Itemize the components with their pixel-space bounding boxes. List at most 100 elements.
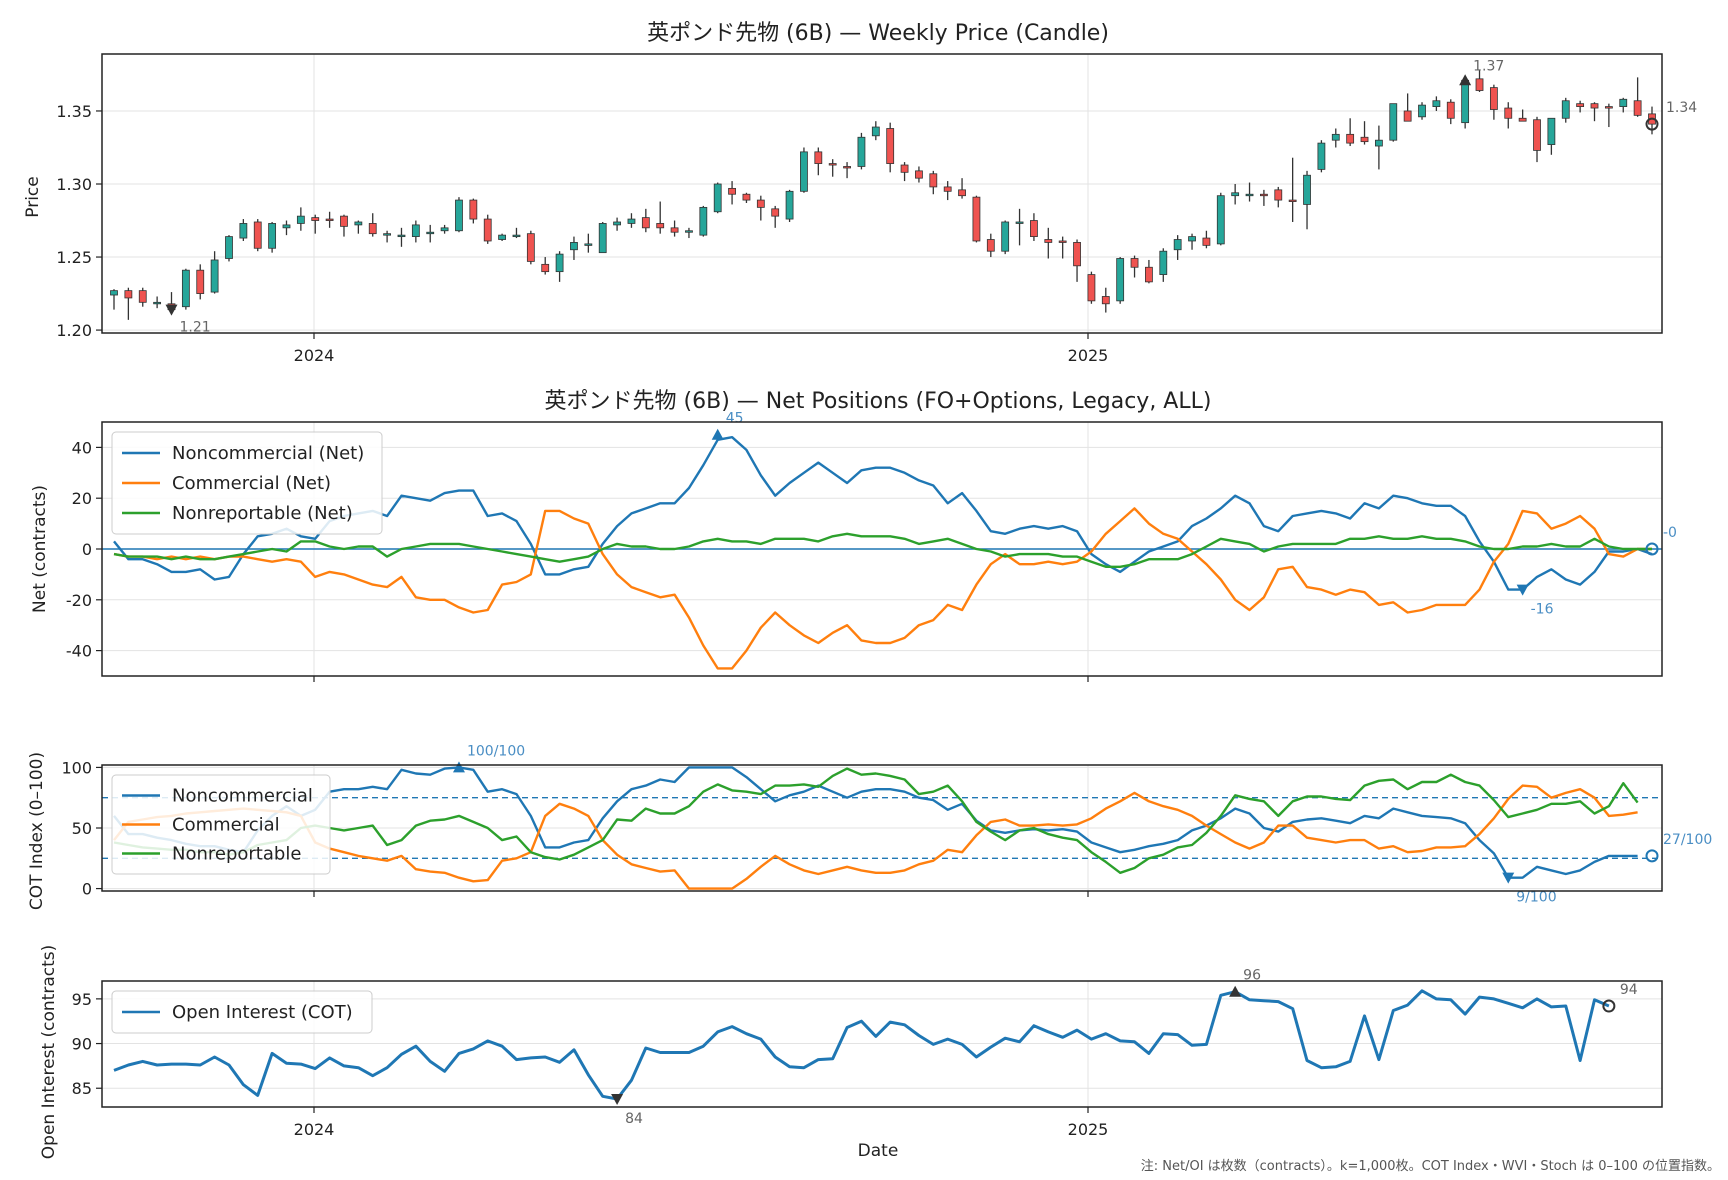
candle-body-up xyxy=(685,230,693,233)
candle-body-up xyxy=(1159,250,1168,275)
price-panel: 英ポンド先物 (6B) — Weekly Price (Candle) Pric… xyxy=(23,21,1697,365)
candle xyxy=(929,170,938,195)
price-y-axis-label: Price xyxy=(23,176,43,217)
candle-body-down xyxy=(1604,106,1613,109)
y-tick-label: 1.25 xyxy=(56,248,92,267)
y-tick-label: 0 xyxy=(82,540,92,559)
oi-legend: Open Interest (COT) xyxy=(111,990,373,1034)
legend-label: Nonreportable (Net) xyxy=(172,503,353,524)
max-marker xyxy=(452,761,465,773)
candle-body-down xyxy=(1073,242,1081,267)
candle xyxy=(814,147,823,176)
price-x-ticks: 2024 2025 xyxy=(294,333,1108,365)
candle xyxy=(900,162,909,182)
candle-body-up xyxy=(1389,103,1398,141)
candle-body-up xyxy=(598,223,607,254)
price-last-label: 1.34 xyxy=(1666,100,1697,116)
candle-body-down xyxy=(1274,189,1283,201)
y-tick-label: 90 xyxy=(72,1035,92,1054)
candle xyxy=(742,192,751,203)
candle-body-down xyxy=(742,193,751,201)
last-marker xyxy=(1645,542,1659,556)
candle-body-up xyxy=(555,253,564,273)
candle xyxy=(311,214,320,234)
candle xyxy=(1475,70,1484,92)
max-label: 45 xyxy=(726,411,744,427)
price-last-marker xyxy=(1645,117,1659,131)
series-line-0 xyxy=(113,766,1638,879)
candle-body-down xyxy=(929,173,938,188)
candle-body-up xyxy=(225,236,233,259)
max-label: 96 xyxy=(1243,968,1261,984)
cot-axes-frame xyxy=(101,764,1663,892)
max-label: 100/100 xyxy=(467,743,525,759)
candle-body-up xyxy=(570,242,578,251)
candle-body-down xyxy=(1044,239,1053,243)
candle-body-down xyxy=(138,290,147,303)
candle xyxy=(1533,116,1541,163)
price-chart-title: 英ポンド先物 (6B) — Weekly Price (Candle) xyxy=(647,21,1109,46)
candle-body-up xyxy=(110,290,118,296)
candle xyxy=(828,159,837,177)
legend-box xyxy=(111,431,383,535)
candle xyxy=(555,251,564,282)
candle xyxy=(282,220,291,236)
candle-body-up xyxy=(411,224,420,237)
candle xyxy=(1547,117,1556,155)
candle xyxy=(1461,79,1470,129)
candle-body-down xyxy=(986,239,995,252)
candle-body-up xyxy=(1461,79,1470,124)
candle-body-up xyxy=(1303,174,1311,205)
legend-label: Open Interest (COT) xyxy=(172,1002,353,1023)
candle xyxy=(1202,230,1211,249)
series-line-1 xyxy=(113,507,1652,670)
candle xyxy=(1288,157,1297,222)
candle xyxy=(1116,257,1125,304)
candle xyxy=(685,227,693,239)
candle-body-up xyxy=(354,221,363,226)
candle-body-up xyxy=(1432,100,1441,107)
candle xyxy=(1159,248,1168,282)
candle-body-down xyxy=(469,199,478,220)
candle-body-up xyxy=(397,234,406,238)
candle xyxy=(296,207,305,231)
candle xyxy=(958,178,966,199)
oi-axes-frame xyxy=(101,980,1663,1108)
candle-body-down xyxy=(915,170,923,179)
candle-body-up xyxy=(785,190,794,220)
candle xyxy=(986,233,995,258)
candle xyxy=(1604,103,1613,128)
candle-body-down xyxy=(886,128,895,164)
candle xyxy=(153,296,162,309)
candle xyxy=(268,221,277,253)
cot-annotations: 100/100 9/100 27/100 xyxy=(452,743,1712,906)
candle xyxy=(843,162,851,179)
legend-label: Commercial xyxy=(172,815,280,836)
cot-y-ticks: 0 50 100 xyxy=(61,758,102,899)
candle xyxy=(1216,192,1225,246)
candle xyxy=(1360,121,1369,145)
candle-body-down xyxy=(1058,240,1067,243)
candle-body-down xyxy=(1145,266,1153,283)
candle xyxy=(728,181,736,205)
series-line-0 xyxy=(113,989,1610,1101)
candle xyxy=(440,224,449,234)
candle-body-down xyxy=(1288,199,1297,202)
candle xyxy=(1518,109,1527,122)
candle xyxy=(1274,186,1283,208)
price-min-marker xyxy=(165,304,178,316)
candle-body-up xyxy=(1374,139,1383,147)
candle-body-up xyxy=(857,136,866,167)
cot-x-ticks xyxy=(313,891,1089,897)
candle-body-down xyxy=(253,221,262,249)
candle-body-down xyxy=(1130,258,1139,268)
candle xyxy=(210,251,219,294)
legend-box xyxy=(111,774,331,875)
cot-index-panel: COT Index (0–100) 0 50 100 100/100 9/100 27/… xyxy=(27,743,1712,910)
candle xyxy=(570,236,578,260)
max-marker xyxy=(711,428,724,440)
open-interest-panel: Open Interest (contracts) Date 85 90 95 20… xyxy=(39,945,1663,1161)
oi-y-axis-label: Open Interest (contracts) xyxy=(39,945,59,1159)
candle xyxy=(1346,118,1355,147)
price-candles xyxy=(110,70,1656,320)
